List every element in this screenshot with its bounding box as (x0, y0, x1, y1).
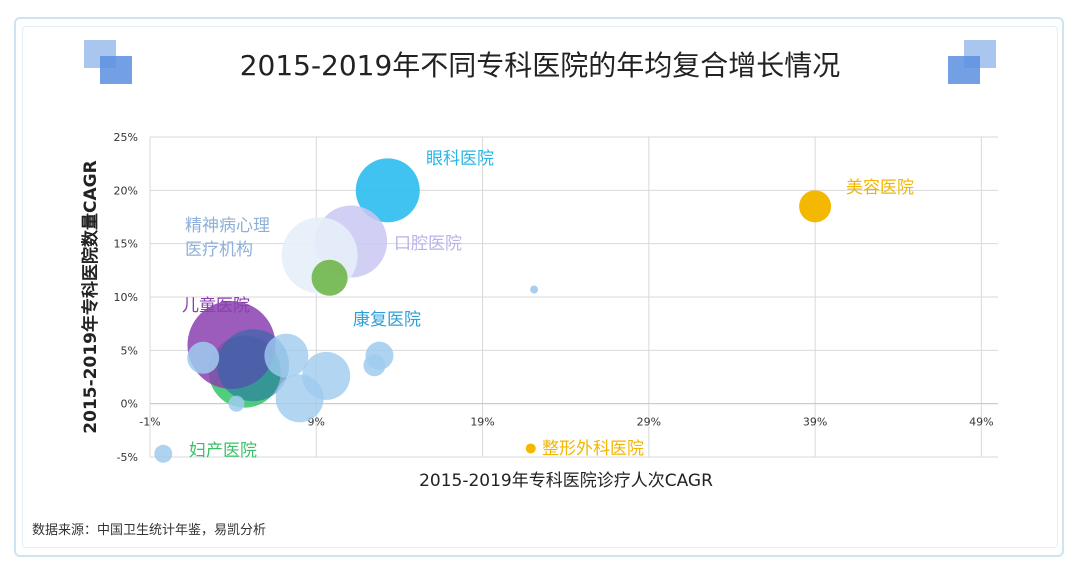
data-point (228, 395, 245, 412)
x-tick-label: 39% (803, 416, 827, 429)
data-point (311, 259, 348, 296)
data-point (799, 190, 832, 223)
x-tick-label: 19% (470, 416, 494, 429)
point-label: 眼科医院 (426, 149, 494, 169)
data-source-note: 数据来源：中国卫生统计年鉴，易凯分析 (32, 523, 267, 538)
point-label: 精神病心理 (185, 216, 270, 236)
data-points (154, 158, 832, 463)
y-tick-label: -5% (117, 451, 138, 464)
data-point (355, 158, 420, 223)
data-point (525, 443, 536, 454)
data-point (363, 354, 386, 377)
point-label: 妇产医院 (189, 441, 257, 461)
y-tick-label: 5% (121, 344, 138, 357)
data-point (264, 333, 309, 378)
point-label: 医疗机构 (185, 240, 253, 260)
y-tick-label: 10% (114, 291, 138, 304)
y-tick-label: 25% (114, 131, 138, 144)
x-tick-label: -1% (139, 416, 160, 429)
y-tick-label: 15% (114, 238, 138, 251)
x-tick-label: 49% (969, 416, 993, 429)
y-tick-label: 20% (114, 184, 138, 197)
point-label: 口腔医院 (394, 234, 462, 254)
x-axis-label: 2015-2019年专科医院诊疗人次CAGR (419, 471, 713, 491)
data-point (154, 444, 173, 463)
point-label: 整形外科医院 (542, 439, 644, 459)
point-label: 美容医院 (846, 178, 914, 198)
right-corner-decoration (948, 40, 996, 84)
data-point (275, 374, 324, 423)
chart-inner-frame (22, 26, 1058, 548)
left-corner-decoration (84, 40, 132, 84)
data-point (187, 341, 220, 374)
x-tick-label: 29% (637, 416, 661, 429)
point-label: 儿童医院 (182, 296, 250, 316)
point-label: 康复医院 (353, 310, 421, 330)
y-axis-label: 2015-2019年专科医院数量CAGR (80, 160, 101, 433)
y-tick-labels: -5% 0% 5% 10% 15% 20% 25% (114, 131, 138, 464)
data-point (530, 285, 539, 294)
y-tick-label: 0% (121, 398, 138, 411)
chart-title: 2015-2019年不同专科医院的年均复合增长情况 (239, 49, 841, 82)
chart-frame (14, 17, 1064, 557)
x-tick-labels: -1% 9% 19% 29% 39% 49% (139, 416, 993, 429)
